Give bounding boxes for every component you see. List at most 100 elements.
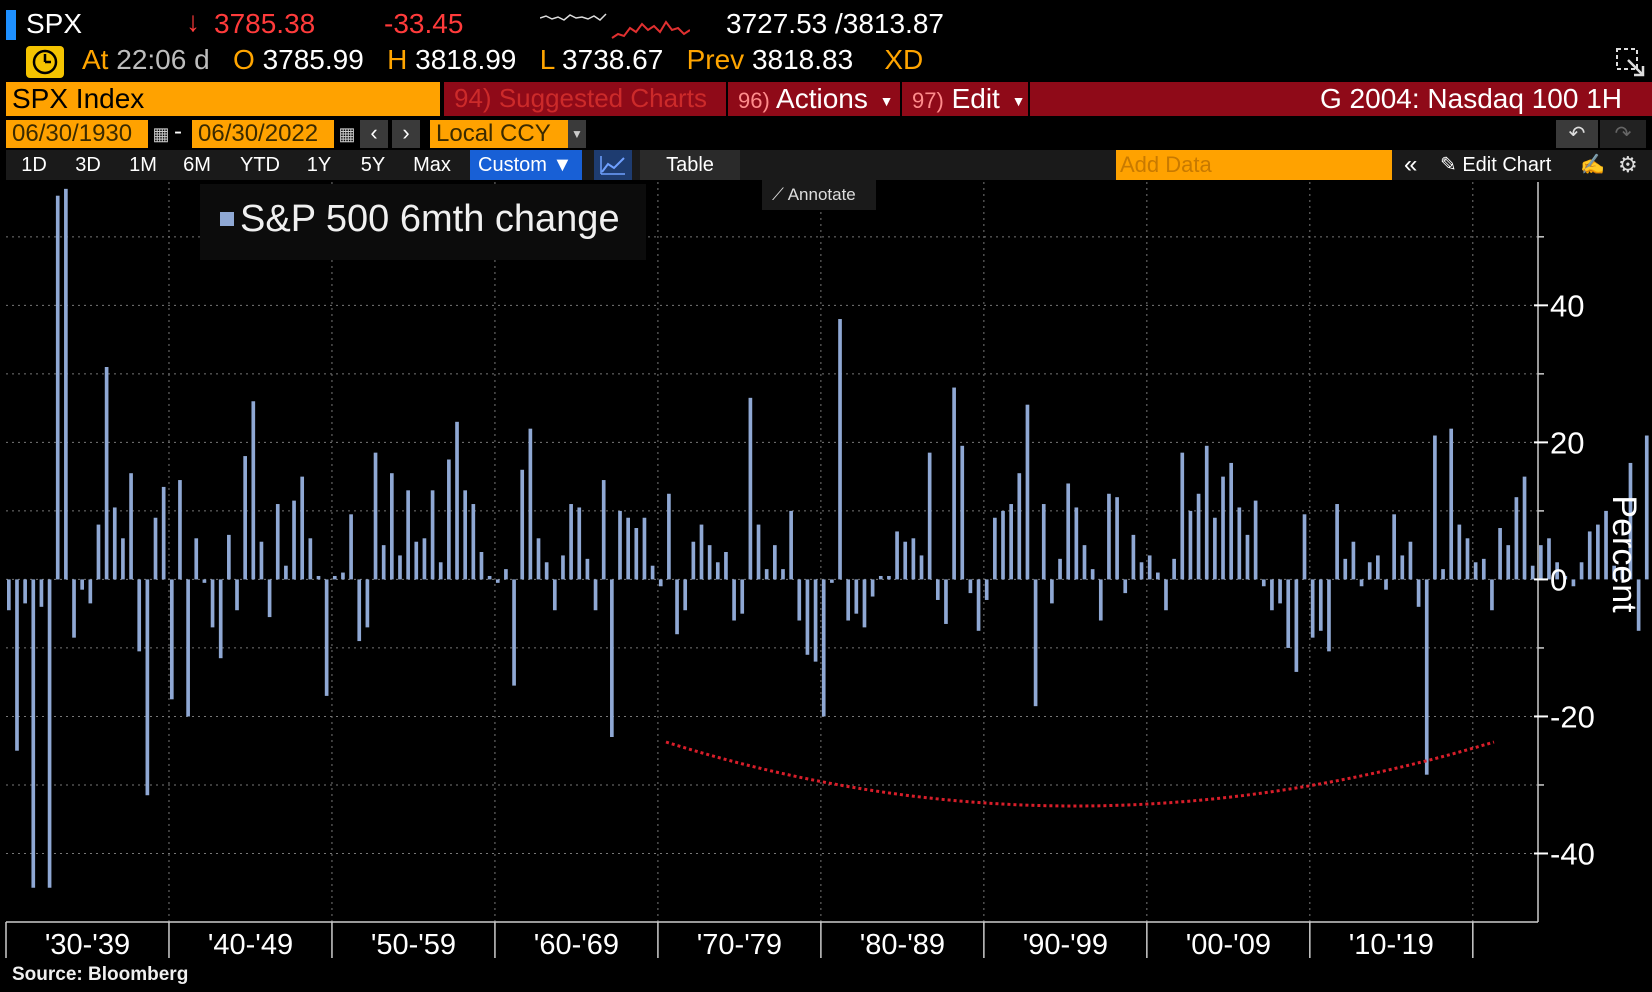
pencil-icon[interactable]: ✍ [1580,154,1605,176]
data-bar [813,579,818,662]
data-bar [1596,524,1600,580]
data-bar [218,579,223,659]
line-chart-icon[interactable] [594,150,632,180]
data-bar [1481,558,1486,580]
clock-icon[interactable] [26,46,64,78]
security-field[interactable]: SPX Index [6,82,440,116]
ticker-symbol[interactable]: SPX [26,8,83,39]
edit-number: 97) [912,88,944,113]
suggested-number: 94) [454,83,492,113]
edit-menu[interactable]: 97) Edit ▼ [900,82,1030,116]
data-bar [544,562,549,580]
data-bar [927,452,932,580]
suggested-charts-menu[interactable]: 94) Suggested Charts [454,83,707,114]
data-bar [1107,493,1111,580]
data-bar [1506,545,1511,580]
data-bar [414,541,419,580]
prev-value: 3818.83 [751,44,854,75]
expand-icon[interactable] [1614,46,1646,78]
data-bar [332,575,337,580]
data-bar [715,562,720,580]
x-tick-label: '80-'89 [860,929,945,961]
data-bar [1025,404,1030,580]
data-bar [1237,507,1242,580]
data-bar [593,579,598,611]
data-bar [764,569,769,580]
data-bar [919,555,924,580]
period-ytd[interactable]: YTD [240,154,280,176]
data-bar [1539,545,1543,580]
data-bar [1335,504,1339,580]
data-bar [536,538,541,580]
annotate-button[interactable]: ⟋ Annotate [762,180,876,210]
data-bar [887,575,891,580]
data-bar [1204,445,1209,580]
data-bar [1302,514,1307,580]
actions-menu[interactable]: 96) Actions ▼ [726,82,898,116]
data-bar [691,541,696,580]
actions-label: Actions [776,83,868,114]
data-bar [1147,555,1152,580]
y-tick-label: 0 [1550,562,1567,597]
period-3d[interactable]: 3D [75,154,101,176]
y-tick-label: 20 [1550,425,1584,460]
calendar-icon[interactable]: ▦ [152,124,170,144]
source-note: Source: Bloomberg [12,964,189,985]
period-1m[interactable]: 1M [129,154,157,176]
pencil-icon: ✎ [1440,154,1457,176]
data-bar [31,579,36,888]
data-bar [1229,462,1234,580]
calendar-icon[interactable]: ▦ [338,124,356,144]
data-bar [748,397,753,580]
data-bar [39,579,44,607]
period-6m[interactable]: 6M [183,154,211,176]
open-value: 3785.99 [262,44,364,75]
edit-chart-button[interactable]: ✎ Edit Chart [1440,150,1551,180]
currency-select[interactable]: Local CCY [430,120,568,148]
data-bar [1082,545,1087,580]
data-bar [80,579,85,590]
data-bar [1408,541,1413,580]
dropdown-icon: ▼ [879,92,894,109]
add-data-input[interactable]: Add Data [1116,150,1392,180]
y-axis-label: Percent [1605,495,1643,613]
data-bar [202,579,207,583]
data-bar [267,579,272,618]
table-button[interactable]: Table [640,150,740,180]
chevron-right-icon[interactable]: › [392,120,420,148]
period-5y[interactable]: 5Y [360,154,386,176]
undo-icon[interactable]: ↶ [1556,120,1598,148]
period-1d[interactable]: 1D [21,154,47,176]
date-separator: - [174,118,182,145]
redo-icon[interactable]: ↷ [1600,120,1646,148]
end-date-input[interactable]: 06/30/2022 [192,120,334,148]
data-bar [724,552,728,580]
dropdown-icon[interactable]: ▼ [568,120,586,148]
gear-icon[interactable]: ⚙ [1618,152,1638,177]
data-bar [1636,579,1641,631]
data-bar [561,555,565,580]
data-bar [1457,524,1462,580]
double-chevron-left-icon[interactable]: « [1404,151,1418,178]
data-bar [1058,558,1062,580]
chevron-left-icon[interactable]: ‹ [360,120,388,148]
legend-swatch [220,212,234,226]
period-max[interactable]: Max [413,154,451,176]
data-bar [552,579,557,611]
start-date-input[interactable]: 06/30/1930 [6,120,148,148]
data-bar [512,579,516,686]
custom-period-button[interactable]: Custom ▼ [470,150,582,180]
data-bar [1563,575,1568,580]
data-bar [520,469,525,580]
period-1y[interactable]: 1Y [306,154,332,176]
y-tick-label: -20 [1550,699,1595,734]
data-bar [960,445,965,580]
x-tick-label: '70-'79 [697,929,782,961]
data-bar [1555,562,1559,580]
data-bar [1628,462,1633,580]
data-bar [1164,579,1168,611]
data-bar [976,579,981,631]
data-bar [1644,435,1649,580]
sparkline-icon [540,13,690,39]
